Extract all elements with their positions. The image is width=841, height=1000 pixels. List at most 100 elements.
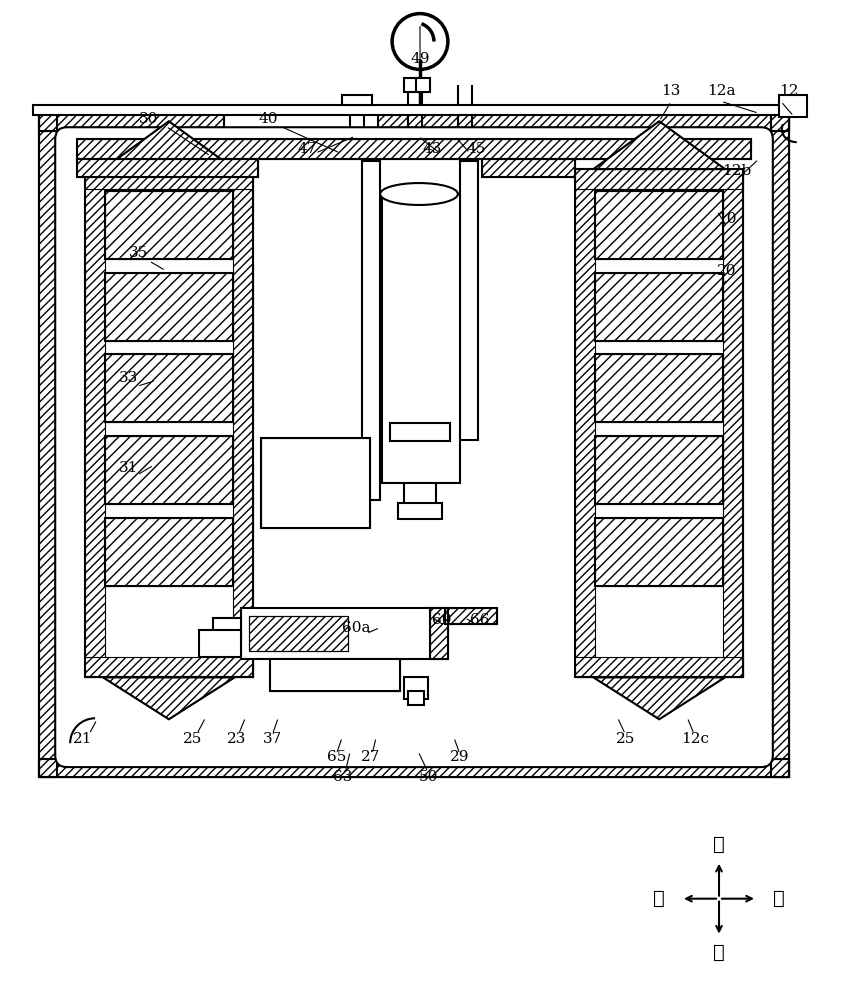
Bar — [595, 354, 723, 422]
Bar — [105, 518, 233, 586]
Bar — [249, 616, 348, 651]
Text: 左: 左 — [653, 889, 665, 908]
Bar — [723, 169, 743, 677]
Bar — [77, 139, 751, 159]
Bar — [390, 423, 450, 441]
Bar — [445, 608, 497, 624]
Text: 31: 31 — [119, 461, 139, 475]
Bar — [40, 113, 224, 131]
Bar — [271, 659, 400, 691]
Bar — [105, 436, 233, 504]
Bar — [482, 159, 575, 177]
Bar — [404, 78, 426, 92]
Bar — [85, 169, 252, 677]
Bar — [105, 273, 233, 341]
Bar — [105, 354, 233, 422]
Bar — [249, 616, 348, 651]
Polygon shape — [594, 121, 725, 169]
Text: 20: 20 — [717, 264, 737, 278]
Bar — [40, 113, 57, 777]
Bar — [271, 659, 400, 691]
Text: 43: 43 — [422, 142, 442, 156]
Bar — [40, 759, 789, 777]
Bar — [105, 191, 233, 259]
Text: 29: 29 — [450, 750, 469, 764]
Bar — [595, 273, 723, 341]
Text: 12: 12 — [779, 84, 799, 98]
Bar — [460, 161, 478, 440]
Text: 右: 右 — [773, 889, 785, 908]
Bar — [445, 608, 497, 624]
Bar — [105, 518, 233, 586]
Bar — [595, 436, 723, 504]
Bar — [105, 273, 233, 341]
Bar — [241, 608, 435, 659]
Bar — [40, 113, 224, 131]
Bar — [595, 191, 723, 259]
FancyBboxPatch shape — [56, 127, 773, 767]
Text: 12c: 12c — [681, 732, 709, 746]
Text: 上: 上 — [713, 835, 725, 854]
Polygon shape — [594, 677, 725, 719]
Text: 49: 49 — [410, 52, 430, 66]
Bar — [34, 105, 795, 115]
Bar — [378, 113, 789, 131]
Bar — [404, 677, 428, 699]
Bar — [398, 503, 442, 519]
Bar — [40, 113, 789, 777]
Bar — [362, 161, 380, 500]
Text: 27: 27 — [361, 750, 380, 764]
Bar — [382, 194, 460, 483]
Text: 25: 25 — [183, 732, 203, 746]
Bar — [416, 78, 430, 92]
Bar — [213, 618, 241, 636]
Bar — [261, 438, 370, 528]
Text: 12b: 12b — [722, 164, 752, 178]
Text: 37: 37 — [263, 732, 282, 746]
Bar — [575, 169, 743, 677]
Bar — [595, 354, 723, 422]
Text: 35: 35 — [130, 246, 149, 260]
Bar — [430, 608, 448, 659]
Text: 65: 65 — [326, 750, 346, 764]
Bar — [575, 169, 595, 677]
Bar — [595, 436, 723, 504]
Text: 63: 63 — [332, 770, 352, 784]
Polygon shape — [103, 121, 235, 169]
Bar — [77, 139, 751, 159]
Bar — [77, 159, 257, 177]
Bar — [575, 169, 743, 189]
Text: 45: 45 — [466, 142, 485, 156]
Text: 60a: 60a — [342, 621, 371, 635]
Bar — [595, 518, 723, 586]
Bar — [77, 159, 257, 177]
Bar — [771, 113, 789, 777]
Bar — [105, 354, 233, 422]
Bar — [105, 436, 233, 504]
Bar — [779, 95, 807, 117]
Bar — [378, 113, 789, 131]
Text: 30: 30 — [140, 112, 159, 126]
Text: 10: 10 — [717, 212, 737, 226]
Bar — [233, 169, 252, 677]
Ellipse shape — [380, 183, 458, 205]
Bar — [595, 191, 723, 259]
Bar — [85, 169, 105, 677]
Text: 60: 60 — [432, 613, 452, 627]
Bar — [342, 95, 373, 105]
Bar — [261, 438, 370, 528]
Bar — [40, 113, 57, 777]
Bar — [771, 113, 789, 777]
Text: 40: 40 — [259, 112, 278, 126]
Bar — [404, 483, 436, 511]
Bar — [85, 657, 252, 677]
Text: 25: 25 — [616, 732, 635, 746]
Text: 66: 66 — [470, 613, 489, 627]
Polygon shape — [103, 677, 235, 719]
Text: 12a: 12a — [706, 84, 735, 98]
Bar — [408, 691, 424, 705]
Text: 33: 33 — [119, 371, 139, 385]
Text: 47: 47 — [298, 142, 317, 156]
Bar — [40, 759, 789, 777]
Text: 23: 23 — [227, 732, 246, 746]
